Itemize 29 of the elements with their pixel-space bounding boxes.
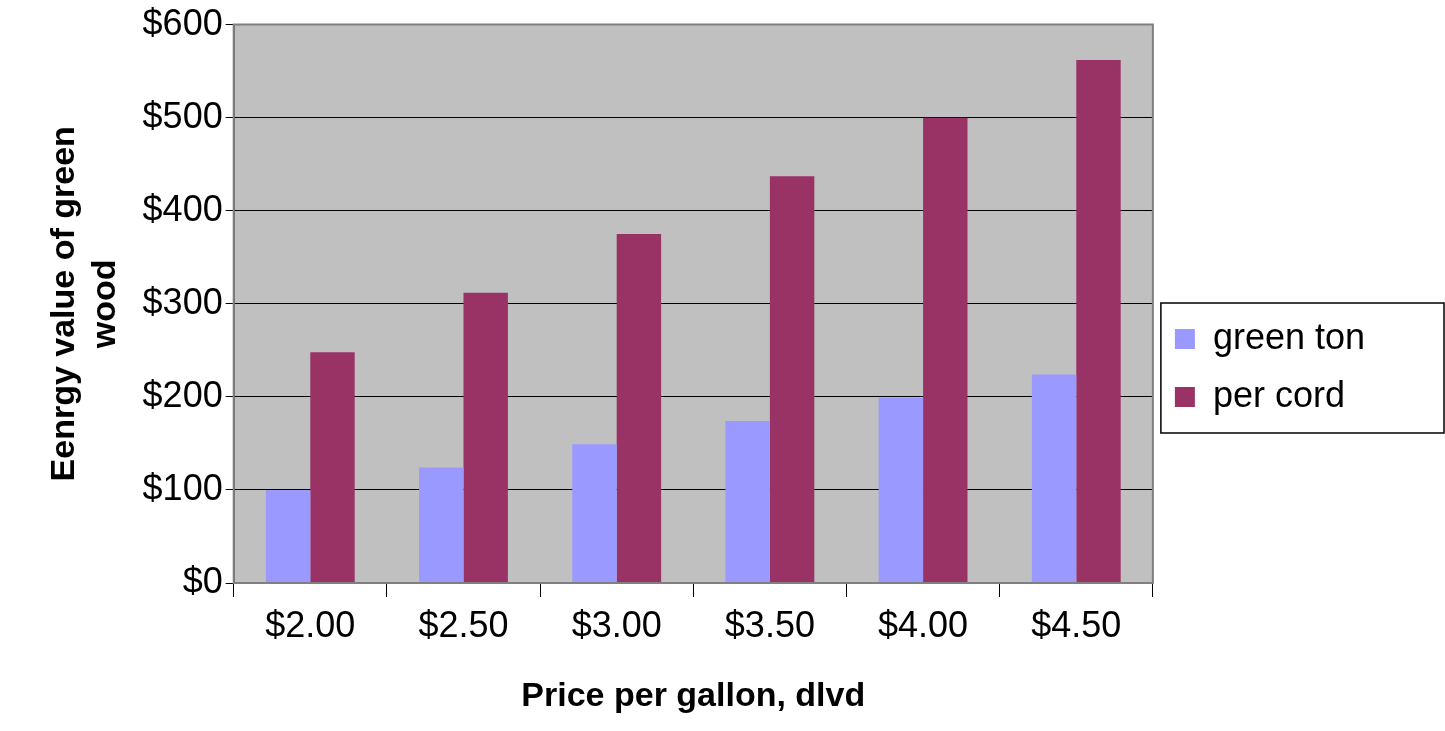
x-tick-label: $2.50 bbox=[418, 603, 509, 645]
bar bbox=[463, 292, 508, 583]
y-tick-label: $100 bbox=[142, 466, 223, 508]
x-tick-label: $3.00 bbox=[571, 603, 662, 645]
y-tick-label: $600 bbox=[142, 1, 223, 43]
bar bbox=[923, 117, 968, 583]
bar bbox=[616, 234, 662, 583]
y-tick-label: $200 bbox=[142, 373, 223, 415]
bar bbox=[1031, 374, 1077, 583]
bar bbox=[310, 352, 355, 583]
y-tick-label: $500 bbox=[142, 94, 223, 136]
y-tick-label: $400 bbox=[142, 187, 223, 229]
y-axis-title: Eenrgy value of green wood bbox=[42, 126, 122, 482]
y-tick-label: $300 bbox=[142, 280, 223, 322]
x-tick-label: $4.00 bbox=[878, 603, 969, 645]
bar bbox=[265, 489, 311, 583]
x-axis-title: Price per gallon, dlvd bbox=[521, 674, 866, 713]
x-tick-label: $2.00 bbox=[265, 603, 356, 645]
bar bbox=[769, 176, 815, 583]
bar bbox=[878, 397, 924, 583]
bar bbox=[1076, 59, 1121, 583]
x-tick-label: $3.50 bbox=[724, 603, 815, 645]
bar bbox=[572, 444, 617, 583]
legend-label: green ton bbox=[1212, 315, 1365, 357]
bar bbox=[725, 421, 770, 583]
legend-label: per cord bbox=[1212, 373, 1345, 415]
y-tick-label: $0 bbox=[182, 559, 223, 601]
x-tick-label: $4.50 bbox=[1031, 603, 1122, 645]
bar bbox=[419, 467, 464, 583]
